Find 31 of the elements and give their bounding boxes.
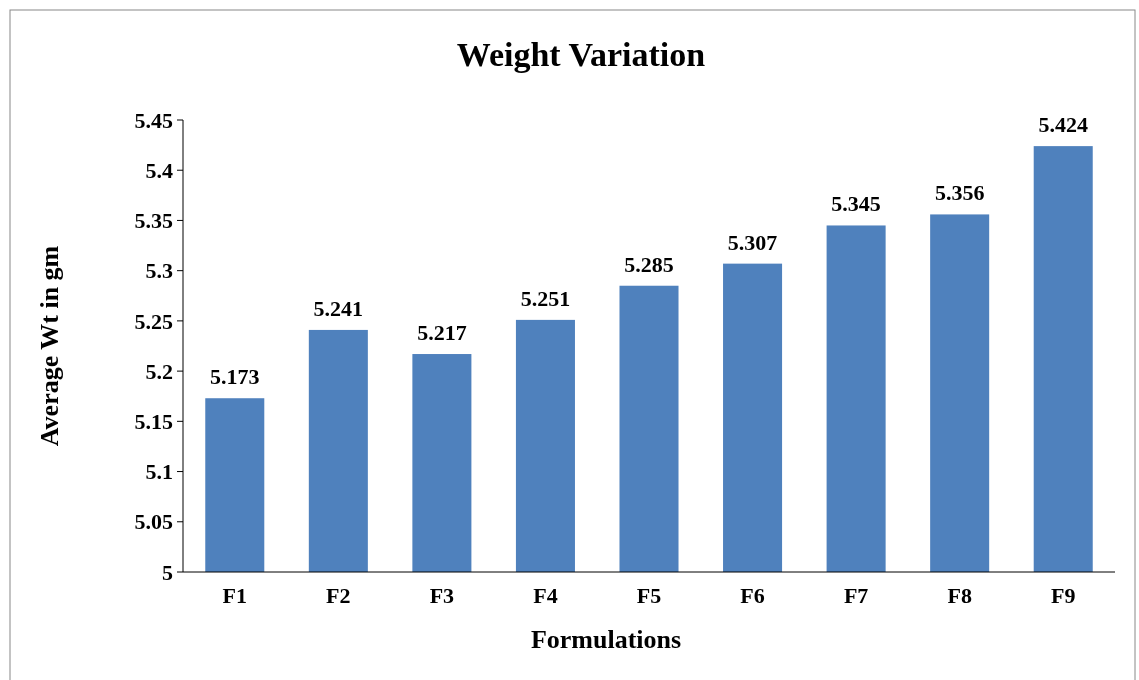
data-label: 5.285 — [624, 251, 674, 277]
y-tick-label: 5.4 — [145, 157, 173, 183]
x-tick-label: F8 — [947, 583, 972, 608]
data-label: 5.345 — [831, 191, 881, 217]
x-tick-label: F1 — [222, 583, 247, 608]
data-label: 5.356 — [934, 180, 985, 206]
y-tick-label: 5.25 — [134, 308, 173, 334]
y-tick-label: 5.45 — [134, 107, 173, 133]
x-tick-label: F4 — [533, 583, 558, 608]
x-axis-title: Formulations — [530, 625, 682, 654]
x-tick-label: F2 — [326, 583, 351, 608]
y-tick-label: 5.15 — [134, 409, 173, 435]
x-tick-label: F7 — [843, 583, 869, 608]
data-label: 5.217 — [417, 320, 467, 346]
y-tick-label: 5.1 — [145, 459, 173, 485]
chart-title: Weight Variation — [456, 36, 706, 73]
data-label: 5.424 — [1038, 112, 1088, 138]
y-tick-label: 5.2 — [145, 358, 173, 384]
x-tick-label: F3 — [429, 583, 455, 608]
y-tick-label: 5 — [162, 559, 173, 585]
y-axis-title: Average Wt in gm — [35, 245, 64, 447]
data-label: 5.251 — [520, 285, 571, 311]
y-tick-label: 5.3 — [145, 258, 173, 284]
data-label: 5.307 — [727, 229, 778, 255]
x-tick-label: F5 — [636, 583, 662, 608]
data-label: 5.173 — [210, 364, 260, 390]
data-label: 5.241 — [313, 295, 364, 321]
x-tick-label: F6 — [740, 583, 765, 608]
x-tick-label: F9 — [1051, 583, 1076, 608]
y-tick-label: 5.35 — [134, 208, 173, 234]
y-tick-label: 5.05 — [134, 509, 173, 535]
